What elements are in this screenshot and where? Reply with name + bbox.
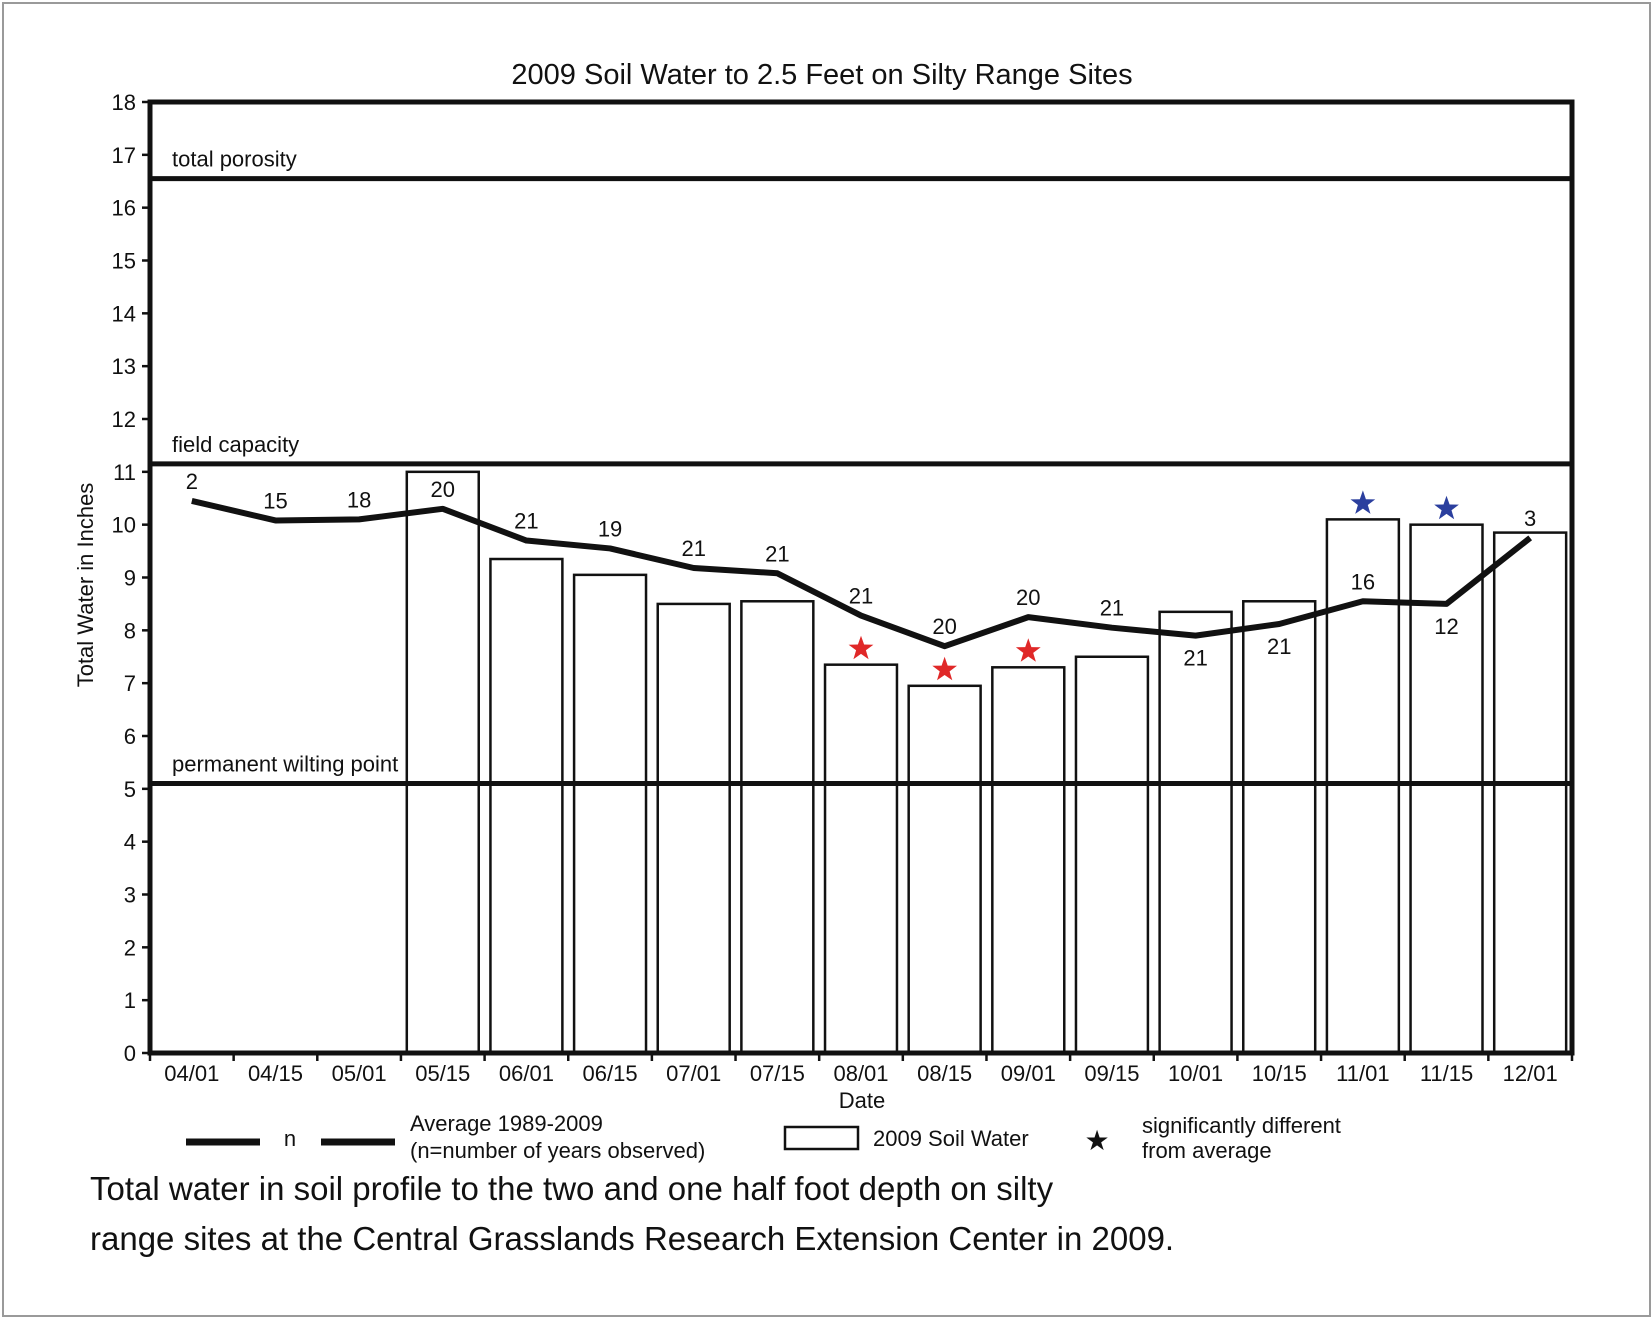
x-tick-label: 05/01: [332, 1061, 387, 1086]
bar-10-01: [1158, 610, 1233, 1055]
x-tick-label: 06/15: [583, 1061, 638, 1086]
x-tick-label: 10/15: [1252, 1061, 1307, 1086]
legend-star-icon: ★: [1084, 1124, 1109, 1157]
y-tick-label: 0: [124, 1041, 136, 1066]
y-tick-label: 11: [113, 460, 136, 485]
legend: n Average 1989-2009 (n=number of years o…: [186, 1111, 1341, 1163]
legend-bar-swatch: [783, 1125, 860, 1151]
x-axis-label: Date: [839, 1088, 885, 1113]
legend-star-label: significantly different: [1142, 1113, 1341, 1138]
n-label-04-01: 2: [186, 469, 198, 494]
n-label-08-01: 21: [849, 584, 873, 609]
x-tick-label: 06/01: [499, 1061, 554, 1086]
x-tick-label: 07/15: [750, 1061, 805, 1086]
bar-07-15: [740, 600, 815, 1055]
y-tick-label: 3: [124, 883, 136, 908]
y-axis-label: Total Water in Inches: [73, 483, 98, 688]
n-label-09-15: 21: [1100, 596, 1124, 621]
n-label-10-15: 21: [1267, 634, 1291, 659]
reference-label-field-capacity: field capacity: [172, 432, 299, 457]
y-tick-label: 9: [124, 566, 136, 591]
y-tick-label: 14: [112, 301, 136, 326]
bar-08-15: [907, 684, 982, 1055]
significance-star-icon: [848, 635, 874, 660]
bar-06-15: [572, 573, 648, 1055]
caption-line-2: range sites at the Central Grasslands Re…: [90, 1220, 1175, 1257]
legend-bar-label: 2009 Soil Water: [873, 1126, 1029, 1151]
x-tick-label: 07/01: [666, 1061, 721, 1086]
bar-09-15: [1074, 655, 1150, 1055]
y-tick-label: 18: [112, 90, 136, 115]
x-tick-label: 08/01: [833, 1061, 888, 1086]
reference-label-permanent-wilting-point: permanent wilting point: [172, 752, 398, 777]
n-label-07-01: 21: [681, 536, 705, 561]
y-tick-label: 10: [112, 513, 136, 538]
x-tick-label: 11/01: [1336, 1061, 1389, 1086]
x-tick-label: 09/01: [1001, 1061, 1056, 1086]
n-label-05-15: 20: [431, 477, 455, 502]
y-tick-label: 5: [124, 777, 136, 802]
bar-09-01: [991, 666, 1066, 1055]
significance-star-icon: [1434, 495, 1459, 520]
x-tick-label: 12/01: [1503, 1061, 1558, 1086]
x-tick-label: 09/15: [1084, 1061, 1139, 1086]
y-tick-label: 1: [124, 988, 136, 1013]
legend-average-sublabel: (n=number of years observed): [410, 1138, 705, 1163]
n-label-05-01: 18: [347, 487, 371, 512]
y-tick-label: 15: [112, 249, 136, 274]
y-tick-label: 16: [112, 196, 136, 221]
significance-star-icon: [1350, 490, 1376, 514]
n-label-11-01: 16: [1351, 569, 1375, 594]
x-tick-label: 04/15: [248, 1061, 303, 1086]
bar-05-15: [405, 470, 480, 1055]
n-label-11-15: 12: [1434, 614, 1458, 639]
bar-12-01: [1492, 531, 1568, 1055]
bar-06-01: [489, 557, 564, 1055]
bar-07-01: [656, 602, 731, 1055]
chart-title: 2009 Soil Water to 2.5 Feet on Silty Ran…: [511, 59, 1132, 91]
n-label-06-01: 21: [514, 509, 538, 534]
n-label-07-15: 21: [765, 541, 789, 566]
y-tick-label: 17: [112, 143, 136, 168]
n-label-06-15: 19: [598, 516, 622, 541]
n-label-12-01: 3: [1524, 506, 1536, 531]
y-tick-label: 6: [124, 724, 136, 749]
bar-08-01: [823, 663, 899, 1055]
n-label-09-01: 20: [1016, 585, 1040, 610]
y-tick-label: 2: [124, 935, 136, 960]
legend-star-sublabel: from average: [1142, 1138, 1272, 1163]
legend-n-label: n: [284, 1126, 296, 1151]
average-line: [191, 497, 1533, 650]
y-tick-label: 13: [112, 354, 136, 379]
n-label-08-15: 20: [932, 614, 956, 639]
x-tick-label: 05/15: [415, 1061, 470, 1086]
x-tick-label: 10/01: [1168, 1061, 1223, 1086]
legend-average-label: Average 1989-2009: [410, 1111, 603, 1136]
y-tick-label: 8: [124, 618, 136, 643]
significance-star-icon: [1015, 638, 1041, 662]
x-tick-label: 08/15: [917, 1061, 972, 1086]
y-tick-label: 7: [124, 671, 136, 696]
bar-10-15: [1242, 600, 1317, 1055]
n-label-04-15: 15: [263, 488, 287, 513]
significance-star-icon: [932, 656, 957, 681]
bar-11-15: [1409, 523, 1484, 1055]
y-tick-label: 12: [112, 407, 136, 432]
x-tick-label: 11/15: [1420, 1061, 1473, 1086]
caption-line-1: Total water in soil profile to the two a…: [90, 1170, 1054, 1207]
reference-label-total-porosity: total porosity: [172, 147, 297, 172]
n-label-10-01: 21: [1183, 646, 1207, 671]
x-tick-label: 04/01: [164, 1061, 219, 1086]
y-tick-label: 4: [124, 830, 136, 855]
